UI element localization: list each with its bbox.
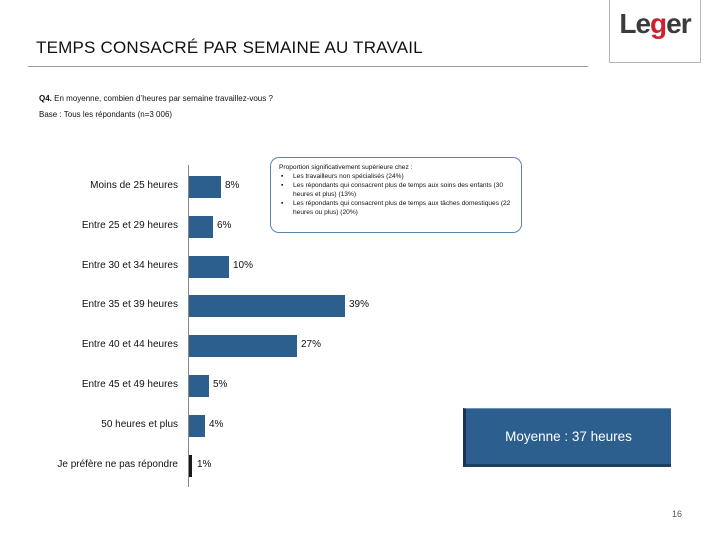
category-label: Entre 25 et 29 heures — [81, 219, 178, 231]
chart-axis — [188, 165, 189, 487]
value-label: 4% — [209, 418, 224, 430]
category-label: Entre 45 et 49 heures — [81, 379, 178, 390]
significance-callout: Proportion significativement supérieure … — [270, 157, 522, 233]
callout-item: Les travailleurs non spécialisés (24%) — [281, 172, 515, 181]
logo-part-accent: g — [650, 8, 667, 39]
value-label: 10% — [233, 259, 254, 271]
bar — [189, 335, 297, 358]
question-number: Q4. — [39, 94, 52, 103]
bar — [189, 454, 192, 477]
logo-part-1: Le — [619, 8, 651, 39]
value-label: 5% — [213, 379, 228, 390]
bar — [189, 255, 229, 278]
logo: Leger — [609, 0, 701, 63]
category-label: Je préfère ne pas répondre — [57, 458, 178, 470]
callout-item: Les répondants qui consacrent plus de te… — [281, 181, 515, 199]
bar — [189, 176, 221, 198]
title-divider — [28, 66, 588, 67]
callout-item: Les répondants qui consacrent plus de te… — [281, 199, 515, 217]
callout-list: Les travailleurs non spécialisés (24%) L… — [279, 172, 515, 217]
base-note: Base : Tous les répondants (n=3 006) — [39, 110, 173, 119]
value-label: 1% — [197, 458, 212, 470]
callout-heading: Proportion significativement supérieure … — [279, 164, 413, 171]
value-label: 8% — [225, 180, 240, 191]
page-number: 16 — [672, 509, 683, 519]
category-label: 50 heures et plus — [101, 418, 178, 430]
category-label: Moins de 25 heures — [90, 180, 178, 191]
average-box: Moyenne : 37 heures — [463, 408, 671, 467]
category-label: Entre 30 et 34 heures — [81, 259, 178, 271]
logo-part-2: er — [666, 8, 691, 39]
page-title: TEMPS CONSACRÉ PAR SEMAINE AU TRAVAIL — [36, 38, 423, 57]
value-label: 27% — [301, 339, 322, 351]
value-label: 39% — [349, 299, 370, 311]
value-label: 6% — [217, 219, 232, 231]
bar — [189, 215, 213, 238]
question-body: En moyenne, combien d’heures par semaine… — [54, 94, 273, 103]
question-text: Q4. En moyenne, combien d’heures par sem… — [39, 94, 273, 103]
logo-wordmark: Leger — [610, 8, 700, 40]
category-label: Entre 35 et 39 heures — [81, 299, 178, 311]
bar — [189, 295, 345, 318]
category-label: Entre 40 et 44 heures — [81, 339, 178, 351]
bar — [189, 375, 209, 397]
bar — [189, 414, 205, 437]
